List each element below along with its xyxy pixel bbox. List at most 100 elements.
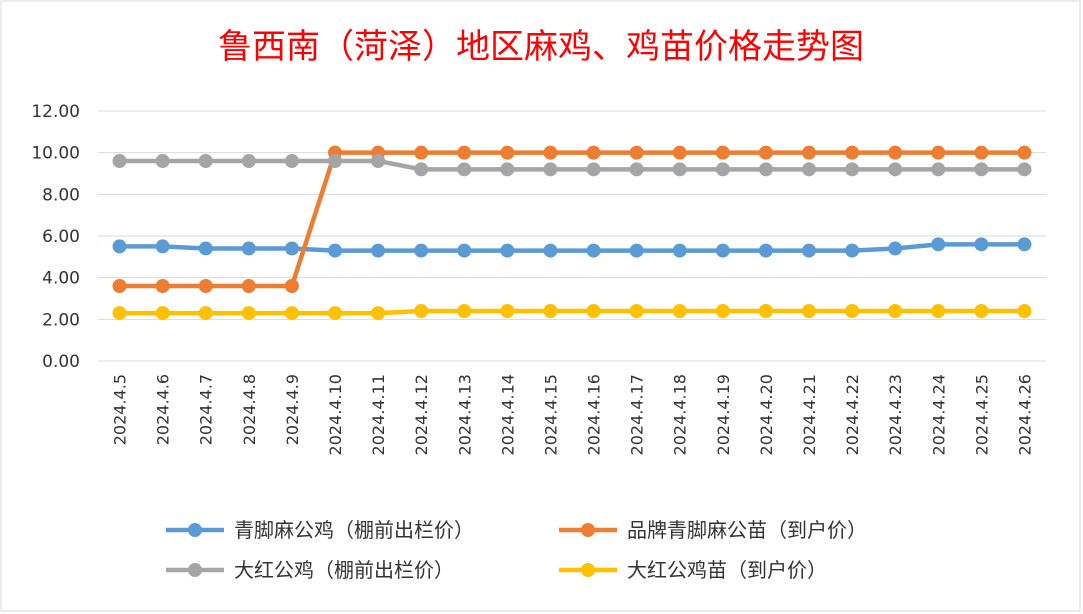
x-tick-label: 2024.4.17 [628,374,647,455]
data-point [586,243,601,258]
x-tick-label: 2024.4.21 [800,374,819,455]
legend-swatch-marker [581,563,595,577]
data-point [328,243,342,258]
series-line [117,150,1027,289]
data-point [414,304,429,318]
series-line [117,158,1027,172]
data-point [457,243,472,258]
data-point [672,304,687,318]
data-point [457,304,472,318]
y-tick-label: 4.00 [42,269,80,289]
data-point [1017,145,1032,160]
data-point [586,145,601,160]
data-point [500,162,515,177]
data-point [543,145,558,160]
data-point [112,239,127,254]
data-point [543,243,558,258]
legend-label: 大红公鸡苗（到户价） [627,558,827,582]
data-point [802,243,816,258]
x-tick-label: 2024.4.5 [111,374,130,445]
data-point [845,162,860,177]
y-axis-ticks: 0.00 2.00 4.00 6.00 8.00 10.00 12.00 [31,102,80,372]
data-point [155,279,170,293]
data-point [974,145,989,160]
data-point [328,154,342,168]
y-tick-label: 2.00 [42,310,80,330]
data-point [715,304,730,318]
series-line [117,308,1027,316]
series-3 [112,154,1032,177]
legend-item-4: 大红公鸡苗（到户价） [559,558,827,582]
x-tick-label: 2024.4.6 [154,374,173,445]
data-point [414,145,429,160]
legend-label: 大红公鸡（棚前出栏价） [234,558,454,582]
data-point [457,145,472,160]
data-point [629,145,644,160]
data-point [802,304,816,318]
data-point [629,162,644,177]
x-tick-label: 2024.4.11 [369,374,388,455]
data-point [672,162,687,177]
legend-item-3: 大红公鸡（棚前出栏价） [166,558,454,582]
data-point [284,306,299,321]
x-tick-label: 2024.4.8 [240,374,259,445]
data-point [284,279,299,293]
data-point [155,239,170,254]
legend-item-1: 青脚麻公鸡（棚前出栏价） [166,518,474,542]
x-tick-label: 2024.4.22 [843,374,862,455]
x-tick-label: 2024.4.24 [929,374,948,455]
data-point [888,304,903,318]
data-point [414,243,429,258]
data-point [198,154,213,168]
data-point [802,162,816,177]
series-lines [112,145,1032,321]
data-point [758,304,773,318]
data-point [414,162,429,177]
data-point [888,241,903,256]
data-point [241,241,256,256]
data-point [802,145,816,160]
data-point [845,145,860,160]
y-tick-label: 10.00 [31,144,80,164]
data-point [112,279,127,293]
data-point [241,279,256,293]
series-line [117,242,1027,253]
legend-swatch-marker [581,523,595,537]
x-tick-label: 2024.4.16 [585,374,604,455]
data-point [758,162,773,177]
y-tick-label: 8.00 [42,185,80,205]
data-point [457,162,472,177]
data-point [500,243,515,258]
data-point [888,145,903,160]
data-point [629,304,644,318]
y-tick-label: 0.00 [42,352,80,372]
data-point [500,304,515,318]
x-tick-label: 2024.4.13 [455,374,474,455]
data-point [241,154,256,168]
x-tick-label: 2024.4.14 [498,374,517,455]
series-4 [112,304,1032,321]
legend-label: 青脚麻公鸡（棚前出栏价） [234,518,474,542]
x-tick-label: 2024.4.9 [283,374,302,445]
data-point [371,243,386,258]
data-point [198,241,213,256]
data-point [931,237,946,252]
data-point [586,162,601,177]
data-point [112,306,127,321]
x-tick-label: 2024.4.18 [671,374,690,455]
data-point [974,162,989,177]
data-point [586,304,601,318]
chart-title: 鲁西南（菏泽）地区麻鸡、鸡苗价格走势图 [218,27,864,67]
x-tick-label: 2024.4.25 [972,374,991,455]
data-point [974,237,989,252]
data-point [155,306,170,321]
data-point [1017,162,1032,177]
x-tick-label: 2024.4.15 [541,374,560,455]
data-point [543,304,558,318]
data-point [371,154,386,168]
data-point [112,154,127,168]
x-tick-label: 2024.4.23 [886,374,905,455]
legend: 青脚麻公鸡（棚前出栏价） 品牌青脚麻公苗（到户价） 大红公鸡（棚前出栏价） 大红公鸡苗… [166,518,867,582]
data-point [500,145,515,160]
